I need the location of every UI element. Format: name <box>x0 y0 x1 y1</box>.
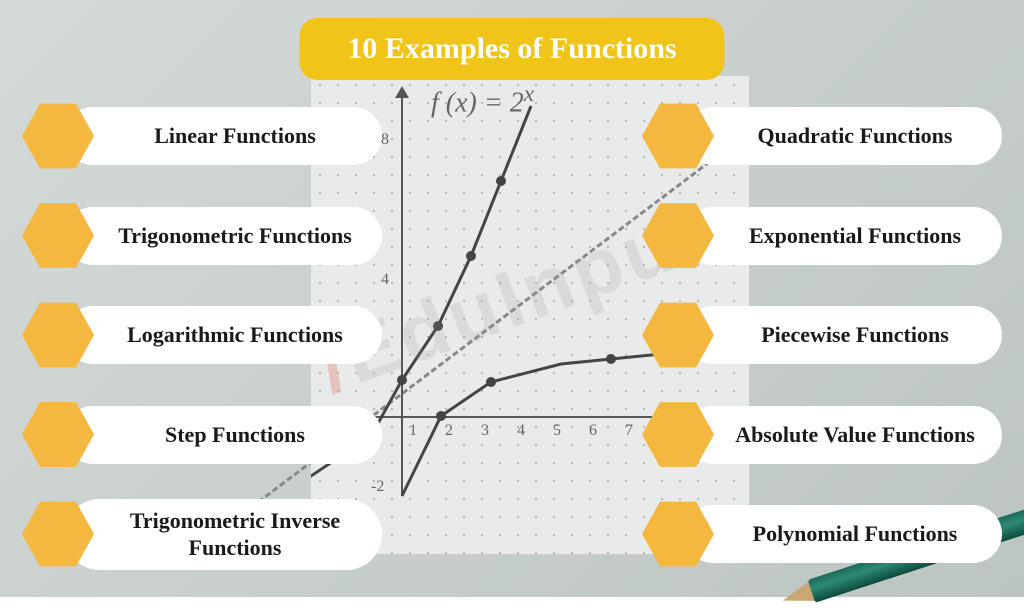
left-item-2: Logarithmic Functions <box>22 294 382 376</box>
right-column: Quadratic Functions Exponential Functions… <box>642 95 1002 575</box>
item-label: Logarithmic Functions <box>64 306 382 364</box>
page-title: 10 Examples of Functions <box>299 18 724 80</box>
item-label: Linear Functions <box>64 107 382 165</box>
item-label: Piecewise Functions <box>684 306 1002 364</box>
item-label: Polynomial Functions <box>684 505 1002 563</box>
item-label: Exponential Functions <box>684 207 1002 265</box>
item-label: Step Functions <box>64 406 382 464</box>
left-item-3: Step Functions <box>22 394 382 476</box>
right-item-0: Quadratic Functions <box>642 95 1002 177</box>
right-item-3: Absolute Value Functions <box>642 394 1002 476</box>
left-column: Linear Functions Trigonometric Functions L… <box>22 95 382 575</box>
item-label: Absolute Value Functions <box>684 406 1002 464</box>
left-item-0: Linear Functions <box>22 95 382 177</box>
left-item-4: Trigonometric Inverse Functions <box>22 493 382 575</box>
right-item-2: Piecewise Functions <box>642 294 1002 376</box>
item-label: Quadratic Functions <box>684 107 1002 165</box>
left-item-1: Trigonometric Functions <box>22 195 382 277</box>
columns: Linear Functions Trigonometric Functions L… <box>22 95 1002 575</box>
item-label: Trigonometric Inverse Functions <box>64 499 382 570</box>
right-item-1: Exponential Functions <box>642 195 1002 277</box>
right-item-4: Polynomial Functions <box>642 493 1002 575</box>
item-label: Trigonometric Functions <box>64 207 382 265</box>
